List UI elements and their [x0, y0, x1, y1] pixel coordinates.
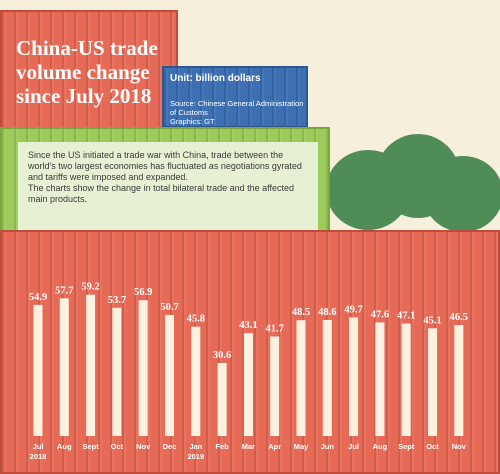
year-label-0: 2018 — [30, 452, 47, 461]
bar-10 — [296, 320, 306, 436]
value-label-6: 45.8 — [187, 314, 205, 325]
value-label-4: 56.9 — [134, 287, 152, 298]
value-label-16: 46.5 — [450, 312, 468, 323]
value-label-11: 48.6 — [318, 307, 336, 318]
value-label-5: 50.7 — [160, 302, 178, 313]
bar-5 — [165, 315, 174, 436]
bar-14 — [401, 323, 411, 436]
category-label-4: Nov — [136, 442, 151, 451]
bar-7 — [217, 363, 227, 436]
category-label-15: Oct — [426, 442, 439, 451]
value-label-10: 48.5 — [292, 307, 310, 318]
bar-15 — [428, 328, 437, 436]
intro-paragraph-2: The charts show the change in total bila… — [28, 183, 295, 204]
value-label-2: 59.2 — [81, 282, 99, 293]
value-label-1: 57.7 — [55, 285, 73, 296]
value-label-3: 53.7 — [108, 295, 126, 306]
category-label-9: Apr — [268, 442, 281, 451]
source-note: Source: Chinese General Administration o… — [170, 99, 304, 117]
value-label-14: 47.1 — [397, 311, 415, 322]
category-label-6: Jan — [189, 442, 202, 451]
bar-0 — [33, 304, 43, 436]
category-label-7: Feb — [215, 442, 229, 451]
category-label-5: Dec — [163, 442, 177, 451]
category-label-12: Jul — [348, 442, 359, 451]
chart-title: China-US trade volume change since July … — [16, 36, 158, 108]
value-label-7: 30.6 — [213, 350, 231, 361]
bar-11 — [322, 320, 332, 436]
category-label-14: Sept — [398, 442, 415, 451]
category-label-1: Aug — [57, 442, 72, 451]
blue-shipping-container — [162, 66, 308, 128]
bar-8 — [243, 333, 253, 436]
bar-13 — [375, 322, 385, 436]
tree-illustration — [326, 134, 500, 232]
category-label-0: Jul — [33, 442, 44, 451]
bar-12 — [349, 317, 359, 436]
bar-9 — [270, 336, 280, 436]
value-label-8: 43.1 — [239, 320, 257, 331]
value-label-9: 41.7 — [266, 324, 284, 335]
category-label-13: Aug — [373, 442, 388, 451]
intro-paragraph-1: Since the US initiated a trade war with … — [28, 150, 302, 182]
value-label-13: 47.6 — [371, 309, 389, 320]
category-label-3: Oct — [111, 442, 124, 451]
unit-label: Unit: billion dollars — [170, 73, 261, 84]
category-label-10: May — [294, 442, 309, 451]
value-label-0: 54.9 — [29, 292, 47, 303]
category-label-8: Mar — [242, 442, 255, 451]
value-label-12: 49.7 — [344, 304, 362, 315]
year-label-1: 2019 — [187, 452, 204, 461]
bar-4 — [138, 300, 148, 436]
top-shipping-container — [0, 10, 178, 132]
bar-1 — [59, 298, 69, 436]
bar-3 — [112, 307, 122, 436]
category-label-16: Nov — [452, 442, 467, 451]
intro-text-panel: Since the US initiated a trade war with … — [18, 142, 318, 230]
bar-6 — [191, 326, 201, 436]
graphics-credit: Graphics: GT — [170, 117, 215, 126]
category-label-11: Jun — [321, 442, 335, 451]
bar-16 — [454, 325, 464, 436]
value-label-15: 45.1 — [423, 315, 441, 326]
bar-2 — [86, 294, 96, 436]
category-label-2: Sept — [82, 442, 99, 451]
